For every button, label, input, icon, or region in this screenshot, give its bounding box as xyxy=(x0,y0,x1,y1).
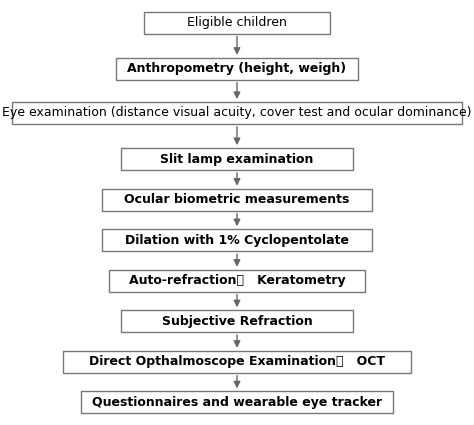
FancyBboxPatch shape xyxy=(116,58,358,80)
FancyBboxPatch shape xyxy=(102,189,372,211)
Text: Eligible children: Eligible children xyxy=(187,16,287,29)
FancyBboxPatch shape xyxy=(109,269,365,292)
Text: Slit lamp examination: Slit lamp examination xyxy=(160,153,314,166)
Text: Ocular biometric measurements: Ocular biometric measurements xyxy=(124,193,350,206)
Text: Questionnaires and wearable eye tracker: Questionnaires and wearable eye tracker xyxy=(92,396,382,409)
Text: Direct Opthalmoscope Examination，   OCT: Direct Opthalmoscope Examination， OCT xyxy=(89,355,385,368)
Text: Anthropometry (height, weigh): Anthropometry (height, weigh) xyxy=(128,62,346,75)
Text: Subjective Refraction: Subjective Refraction xyxy=(162,315,312,328)
Text: Auto-refraction，   Keratometry: Auto-refraction， Keratometry xyxy=(128,274,346,287)
FancyBboxPatch shape xyxy=(121,148,353,170)
FancyBboxPatch shape xyxy=(144,11,330,34)
Text: Eye examination (distance visual acuity, cover test and ocular dominance): Eye examination (distance visual acuity,… xyxy=(2,107,472,119)
Text: Dilation with 1% Cyclopentolate: Dilation with 1% Cyclopentolate xyxy=(125,234,349,246)
FancyBboxPatch shape xyxy=(63,351,411,373)
FancyBboxPatch shape xyxy=(121,310,353,332)
FancyBboxPatch shape xyxy=(82,391,392,414)
FancyBboxPatch shape xyxy=(102,229,372,251)
FancyBboxPatch shape xyxy=(12,102,462,124)
